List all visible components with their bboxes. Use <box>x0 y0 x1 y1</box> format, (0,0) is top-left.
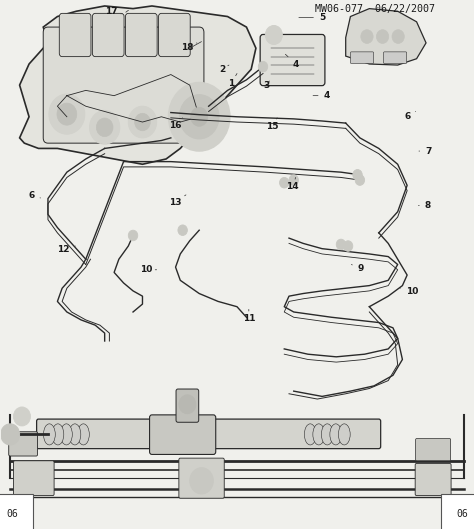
Ellipse shape <box>330 424 342 445</box>
Text: 16: 16 <box>169 118 182 130</box>
Circle shape <box>96 118 113 136</box>
Ellipse shape <box>338 424 350 445</box>
Circle shape <box>258 61 268 72</box>
Circle shape <box>128 230 138 241</box>
Text: 3: 3 <box>263 80 269 89</box>
FancyBboxPatch shape <box>36 419 381 449</box>
Circle shape <box>179 95 219 139</box>
Circle shape <box>336 239 346 250</box>
Text: 18: 18 <box>181 43 197 52</box>
Text: 14: 14 <box>286 177 299 191</box>
FancyBboxPatch shape <box>383 52 407 63</box>
Ellipse shape <box>61 424 73 445</box>
Circle shape <box>135 113 150 131</box>
Text: 8: 8 <box>419 201 431 210</box>
Circle shape <box>280 177 289 188</box>
Circle shape <box>392 30 404 43</box>
FancyBboxPatch shape <box>416 439 451 461</box>
Text: 4: 4 <box>313 91 330 100</box>
Text: 1: 1 <box>228 74 237 87</box>
Circle shape <box>49 94 85 134</box>
Text: 6: 6 <box>404 112 416 121</box>
FancyBboxPatch shape <box>176 389 199 422</box>
FancyBboxPatch shape <box>43 27 204 143</box>
Ellipse shape <box>52 424 64 445</box>
Ellipse shape <box>304 424 316 445</box>
Text: 7: 7 <box>419 147 432 156</box>
Circle shape <box>57 103 77 125</box>
Text: 13: 13 <box>169 195 186 207</box>
Text: 11: 11 <box>243 309 255 323</box>
FancyBboxPatch shape <box>126 13 157 57</box>
FancyBboxPatch shape <box>13 461 54 496</box>
FancyBboxPatch shape <box>158 13 190 57</box>
Circle shape <box>168 83 230 151</box>
Text: 12: 12 <box>57 245 75 254</box>
Circle shape <box>376 30 389 43</box>
Ellipse shape <box>69 424 81 445</box>
Polygon shape <box>346 8 426 65</box>
FancyBboxPatch shape <box>179 458 224 498</box>
FancyBboxPatch shape <box>150 415 216 454</box>
Text: 2: 2 <box>219 65 229 74</box>
FancyBboxPatch shape <box>415 463 451 496</box>
Circle shape <box>289 175 299 185</box>
FancyBboxPatch shape <box>92 13 124 57</box>
Circle shape <box>0 424 19 445</box>
Ellipse shape <box>313 424 325 445</box>
Text: 06: 06 <box>456 509 468 519</box>
Text: 5: 5 <box>299 13 325 22</box>
Text: MW06-077  06/22/2007: MW06-077 06/22/2007 <box>315 4 435 14</box>
Text: 15: 15 <box>266 118 279 131</box>
Text: 06: 06 <box>6 509 18 519</box>
Text: 6: 6 <box>28 191 40 200</box>
Ellipse shape <box>77 424 89 445</box>
Text: 17: 17 <box>105 7 121 16</box>
Circle shape <box>190 468 213 494</box>
Polygon shape <box>19 6 256 164</box>
Text: 10: 10 <box>140 265 156 274</box>
Circle shape <box>355 175 365 185</box>
Circle shape <box>90 111 120 144</box>
Circle shape <box>178 225 187 235</box>
Circle shape <box>191 107 208 126</box>
Circle shape <box>128 106 156 138</box>
Text: 10: 10 <box>400 287 418 296</box>
Ellipse shape <box>321 424 333 445</box>
Circle shape <box>361 30 373 43</box>
Text: 9: 9 <box>351 264 364 273</box>
Circle shape <box>179 395 196 414</box>
Ellipse shape <box>44 424 55 445</box>
FancyBboxPatch shape <box>59 13 91 57</box>
FancyBboxPatch shape <box>350 52 374 63</box>
FancyBboxPatch shape <box>260 34 325 86</box>
Circle shape <box>265 25 283 44</box>
Text: 4: 4 <box>285 54 299 69</box>
Circle shape <box>353 169 362 180</box>
FancyBboxPatch shape <box>9 432 37 456</box>
Circle shape <box>13 407 30 426</box>
Circle shape <box>343 241 353 251</box>
